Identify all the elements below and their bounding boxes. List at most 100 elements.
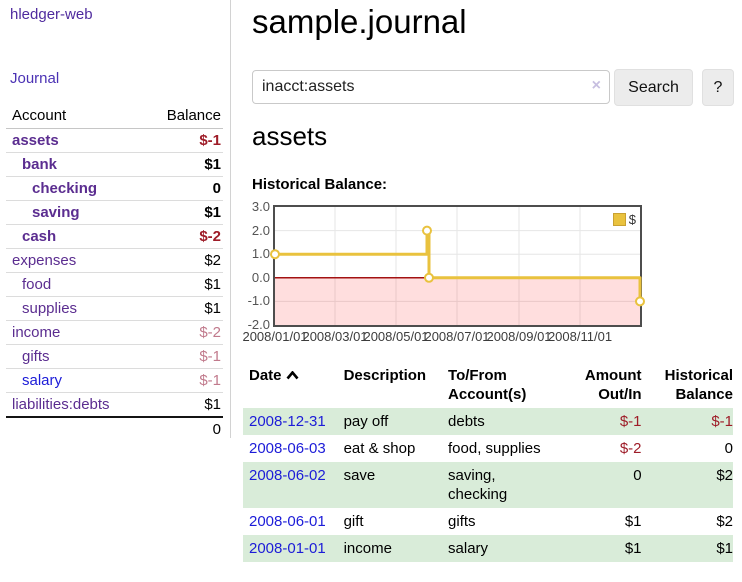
account-balance: $1 bbox=[204, 156, 221, 173]
account-cell: checking bbox=[6, 177, 147, 201]
register-amount-cell: $1 bbox=[624, 513, 642, 530]
sidebar-account-link[interactable]: supplies bbox=[22, 300, 78, 317]
y-axis-tick-label: -1.0 bbox=[247, 293, 270, 309]
account-cell: cash bbox=[6, 225, 147, 249]
register-accounts-cell: debts bbox=[448, 408, 556, 435]
sidebar-account-link[interactable]: saving bbox=[32, 204, 80, 221]
sidebar-account-link[interactable]: income bbox=[12, 324, 61, 341]
transaction-date-link[interactable]: 2008-01-01 bbox=[249, 540, 326, 557]
transaction-date-link[interactable]: 2008-06-02 bbox=[249, 467, 326, 484]
account-row: salary $-1 bbox=[6, 369, 223, 393]
register-date-cell: 2008-12-31 bbox=[243, 408, 344, 435]
sidebar-account-link[interactable]: bank bbox=[22, 156, 58, 173]
account-row: liabilities:debts $1 bbox=[6, 393, 223, 418]
x-axis-tick-label: 2008/05/01 bbox=[363, 329, 429, 344]
transaction-date-link[interactable]: 2008-06-01 bbox=[249, 513, 326, 530]
x-axis-tick-label: 2008/01/01 bbox=[242, 329, 308, 344]
account-cell: expenses bbox=[6, 249, 147, 273]
x-axis-tick-label: 2008/03/01 bbox=[302, 329, 368, 344]
chart-legend: $ bbox=[612, 212, 636, 227]
register-amount-cell: $1 bbox=[555, 535, 642, 562]
accounts-header-account: Account bbox=[12, 107, 67, 124]
account-cell: gifts bbox=[6, 345, 147, 369]
register-header-date-label: Date bbox=[249, 367, 282, 384]
y-axis-tick-label: 0.0 bbox=[251, 269, 270, 285]
account-balance: $-2 bbox=[199, 228, 221, 245]
register-historical-cell: 0 bbox=[724, 440, 733, 457]
sidebar-account-link[interactable]: salary bbox=[22, 372, 63, 389]
x-axis-tick-label: 2008/07/01 bbox=[424, 329, 490, 344]
sidebar-account-link[interactable]: gifts bbox=[22, 348, 50, 365]
help-button[interactable]: ? bbox=[702, 69, 734, 106]
sidebar-item-journal[interactable]: Journal bbox=[10, 70, 60, 87]
account-cell: saving bbox=[6, 201, 147, 225]
accounts-table: Account Balance assets $-1 bank $1 checking 0… bbox=[6, 104, 223, 441]
register-description-cell: pay off bbox=[343, 408, 449, 435]
search-field-wrap: × bbox=[252, 70, 610, 104]
register-description-cell: save bbox=[343, 462, 449, 508]
sort-ascending-icon bbox=[286, 366, 299, 385]
account-row: saving $1 bbox=[6, 201, 223, 225]
register-historical-cell: $2 bbox=[641, 462, 733, 508]
sidebar: hledger-web Journal Account Balance asse… bbox=[0, 0, 231, 441]
y-axis-tick-label: -2.0 bbox=[247, 317, 270, 332]
register-amount-cell: $-1 bbox=[555, 408, 642, 435]
register-date-cell: 2008-06-01 bbox=[243, 508, 344, 535]
register-row: 2008-06-01 gift gifts $1 $2 bbox=[243, 508, 733, 535]
register-historical-cell: $-1 bbox=[641, 408, 733, 435]
register-date-cell: 2008-06-02 bbox=[243, 462, 344, 508]
register-accounts-cell: saving, checking bbox=[448, 462, 556, 508]
sidebar-account-link[interactable]: food bbox=[22, 276, 52, 293]
sidebar-account-link[interactable]: expenses bbox=[12, 252, 77, 269]
app-brand-link[interactable]: hledger-web bbox=[10, 6, 93, 23]
account-balance: $-2 bbox=[199, 324, 221, 341]
account-balance: $1 bbox=[204, 204, 221, 221]
register-accounts-cell: gifts bbox=[448, 513, 476, 530]
y-axis-tick-label: 2.0 bbox=[251, 222, 270, 238]
register-header-row: Date Description To/From Account(s) Amou… bbox=[243, 364, 733, 408]
transaction-date-link[interactable]: 2008-12-31 bbox=[249, 413, 326, 430]
account-cell: bank bbox=[6, 153, 147, 177]
transaction-date-link[interactable]: 2008-06-03 bbox=[249, 440, 326, 457]
legend-swatch bbox=[612, 213, 626, 226]
account-balance: 0 bbox=[212, 180, 221, 197]
account-row: expenses $2 bbox=[6, 249, 223, 273]
register-row: 2008-06-03 eat & shop food, supplies $-2 0 bbox=[243, 435, 733, 462]
legend-label: $ bbox=[628, 212, 636, 227]
account-row: food $1 bbox=[6, 273, 223, 297]
accounts-header-balance: Balance bbox=[166, 107, 221, 124]
historical-balance-chart: $ bbox=[270, 205, 645, 327]
account-cell: liabilities:debts bbox=[6, 393, 147, 418]
register-date-cell: 2008-01-01 bbox=[243, 535, 344, 562]
register-accounts-cell: salary bbox=[448, 535, 556, 562]
sidebar-account-link[interactable]: checking bbox=[32, 180, 98, 197]
account-cell: assets bbox=[6, 129, 147, 153]
register-date-cell: 2008-06-03 bbox=[243, 435, 344, 462]
accounts-total-value: 0 bbox=[146, 416, 223, 441]
search-input[interactable] bbox=[252, 70, 610, 104]
register-description-cell: eat & shop bbox=[343, 440, 416, 457]
accounts-table-body: assets $-1 bank $1 checking 0 saving $1 cash $-2 e… bbox=[6, 129, 223, 418]
register-header-description: Description bbox=[343, 367, 427, 384]
account-balance: $2 bbox=[204, 252, 221, 269]
sidebar-account-link[interactable]: cash bbox=[22, 228, 57, 245]
account-cell: salary bbox=[6, 369, 147, 393]
account-balance: $1 bbox=[204, 396, 221, 413]
sidebar-account-link[interactable]: assets bbox=[12, 132, 59, 149]
search-button[interactable]: Search bbox=[614, 69, 693, 106]
register-accounts-cell: food, supplies bbox=[448, 440, 541, 457]
account-balance: $1 bbox=[204, 276, 221, 293]
account-row: supplies $1 bbox=[6, 297, 223, 321]
sidebar-account-link[interactable]: liabilities:debts bbox=[12, 396, 110, 413]
chart-area: $ 3.0 2.0 1.0 0.0 -1.0 -2.0 2008/01/01 2008/03/… bbox=[242, 199, 742, 349]
register-header-date[interactable]: Date bbox=[243, 364, 344, 408]
register-header-accounts: To/From Account(s) bbox=[448, 367, 527, 403]
account-row: cash $-2 bbox=[6, 225, 223, 249]
register-historical-cell: $2 bbox=[716, 513, 733, 530]
register-description-cell: income bbox=[343, 535, 449, 562]
x-axis-tick-label: 2008/11/01 bbox=[547, 329, 613, 344]
account-cell: food bbox=[6, 273, 147, 297]
account-cell: supplies bbox=[6, 297, 147, 321]
clear-search-icon[interactable]: × bbox=[591, 77, 601, 94]
account-heading: assets bbox=[252, 121, 328, 151]
